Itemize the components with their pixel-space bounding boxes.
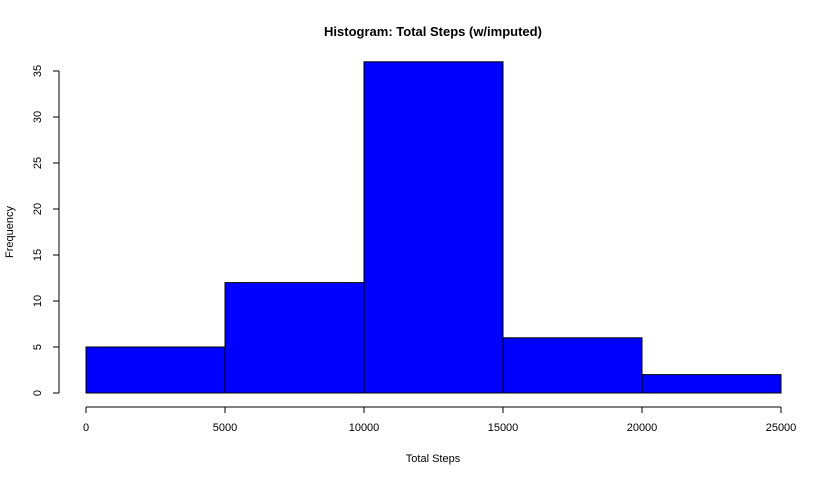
x-tick-label: 10000 <box>349 422 380 434</box>
y-tick-label: 10 <box>32 295 44 307</box>
y-tick-label: 20 <box>32 203 44 215</box>
histogram-bars <box>85 61 782 394</box>
y-axis: 0 5 10 15 20 25 30 35 <box>32 65 60 396</box>
histogram-bar <box>641 374 782 394</box>
x-tick-label: 5000 <box>213 422 237 434</box>
y-tick-label: 35 <box>32 65 44 77</box>
x-tick-label: 25000 <box>766 422 797 434</box>
x-tick-label: 20000 <box>627 422 658 434</box>
histogram-bar <box>224 282 365 394</box>
y-tick-label: 15 <box>32 249 44 261</box>
y-tick-label: 25 <box>32 157 44 169</box>
histogram-bar <box>502 337 643 394</box>
histogram-bar <box>85 346 226 394</box>
x-axis: 0 5000 10000 15000 20000 25000 <box>83 406 797 434</box>
histogram-bar <box>363 61 504 394</box>
x-tick-label: 0 <box>83 422 89 434</box>
y-tick-label: 5 <box>32 344 44 350</box>
x-axis-label: Total Steps <box>406 453 461 465</box>
chart-title: Histogram: Total Steps (w/imputed) <box>324 24 542 39</box>
y-axis-label: Frequency <box>4 206 16 258</box>
x-tick-label: 15000 <box>488 422 519 434</box>
y-tick-label: 0 <box>32 390 44 396</box>
y-tick-label: 30 <box>32 111 44 123</box>
